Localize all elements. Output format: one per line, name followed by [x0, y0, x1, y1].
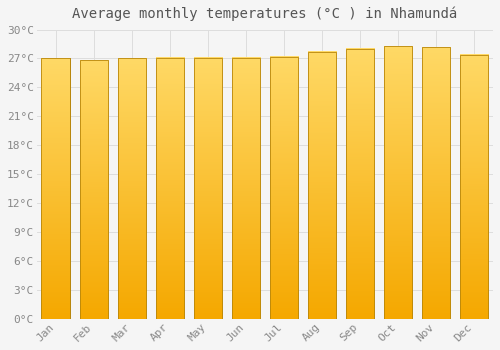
Bar	[118, 58, 146, 319]
Bar	[80, 61, 108, 319]
Bar	[42, 58, 70, 319]
Bar	[422, 47, 450, 319]
Bar	[118, 58, 146, 319]
Bar	[232, 57, 260, 319]
Bar	[194, 57, 222, 319]
Bar	[270, 57, 298, 319]
Bar	[460, 55, 488, 319]
Bar	[232, 57, 260, 319]
Title: Average monthly temperatures (°C ) in Nhamundá: Average monthly temperatures (°C ) in Nh…	[72, 7, 458, 21]
Bar	[384, 46, 412, 319]
Bar	[308, 52, 336, 319]
Bar	[194, 57, 222, 319]
Bar	[384, 46, 412, 319]
Bar	[346, 49, 374, 319]
Bar	[270, 57, 298, 319]
Bar	[80, 61, 108, 319]
Bar	[156, 57, 184, 319]
Bar	[346, 49, 374, 319]
Bar	[42, 58, 70, 319]
Bar	[422, 47, 450, 319]
Bar	[156, 57, 184, 319]
Bar	[308, 52, 336, 319]
Bar	[460, 55, 488, 319]
